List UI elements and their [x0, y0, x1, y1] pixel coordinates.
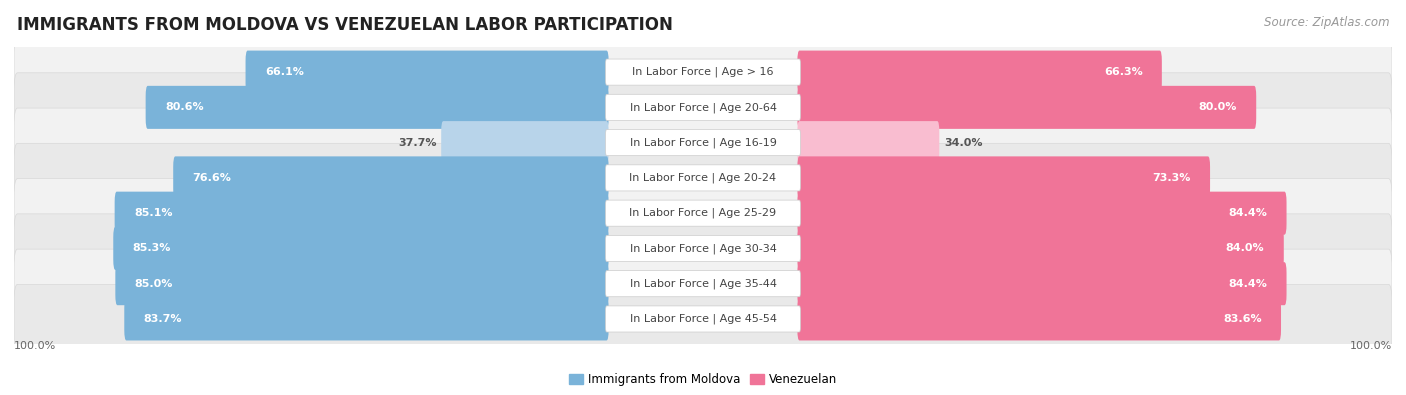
Text: 84.4%: 84.4% [1229, 279, 1267, 289]
Text: In Labor Force | Age 30-34: In Labor Force | Age 30-34 [630, 243, 776, 254]
FancyBboxPatch shape [14, 179, 1392, 248]
Text: In Labor Force | Age 25-29: In Labor Force | Age 25-29 [630, 208, 776, 218]
FancyBboxPatch shape [797, 192, 1286, 235]
FancyBboxPatch shape [14, 214, 1392, 283]
FancyBboxPatch shape [14, 249, 1392, 318]
FancyBboxPatch shape [246, 51, 609, 94]
Text: 84.0%: 84.0% [1226, 243, 1264, 254]
Text: 66.1%: 66.1% [264, 67, 304, 77]
Text: 83.6%: 83.6% [1223, 314, 1261, 324]
FancyBboxPatch shape [124, 297, 609, 340]
Text: 34.0%: 34.0% [945, 137, 983, 148]
Text: 37.7%: 37.7% [398, 137, 436, 148]
Text: In Labor Force | Age 45-54: In Labor Force | Age 45-54 [630, 314, 776, 324]
FancyBboxPatch shape [797, 121, 939, 164]
FancyBboxPatch shape [115, 192, 609, 235]
Text: 85.3%: 85.3% [132, 243, 172, 254]
FancyBboxPatch shape [14, 73, 1392, 142]
FancyBboxPatch shape [14, 284, 1392, 354]
FancyBboxPatch shape [114, 227, 609, 270]
Text: Source: ZipAtlas.com: Source: ZipAtlas.com [1264, 16, 1389, 29]
FancyBboxPatch shape [797, 262, 1286, 305]
Text: 100.0%: 100.0% [14, 341, 56, 351]
FancyBboxPatch shape [441, 121, 609, 164]
Text: 80.6%: 80.6% [165, 102, 204, 112]
Text: 80.0%: 80.0% [1198, 102, 1237, 112]
FancyBboxPatch shape [14, 143, 1392, 213]
FancyBboxPatch shape [606, 165, 800, 191]
FancyBboxPatch shape [606, 94, 800, 120]
Text: 73.3%: 73.3% [1153, 173, 1191, 183]
Text: 83.7%: 83.7% [143, 314, 183, 324]
FancyBboxPatch shape [115, 262, 609, 305]
FancyBboxPatch shape [797, 86, 1256, 129]
FancyBboxPatch shape [797, 297, 1281, 340]
FancyBboxPatch shape [606, 235, 800, 261]
Text: IMMIGRANTS FROM MOLDOVA VS VENEZUELAN LABOR PARTICIPATION: IMMIGRANTS FROM MOLDOVA VS VENEZUELAN LA… [17, 16, 672, 34]
FancyBboxPatch shape [173, 156, 609, 199]
Text: In Labor Force | Age 16-19: In Labor Force | Age 16-19 [630, 137, 776, 148]
FancyBboxPatch shape [14, 108, 1392, 177]
Text: In Labor Force | Age 20-24: In Labor Force | Age 20-24 [630, 173, 776, 183]
FancyBboxPatch shape [606, 59, 800, 85]
FancyBboxPatch shape [146, 86, 609, 129]
FancyBboxPatch shape [797, 227, 1284, 270]
Text: 85.1%: 85.1% [134, 208, 173, 218]
FancyBboxPatch shape [14, 38, 1392, 107]
Legend: Immigrants from Moldova, Venezuelan: Immigrants from Moldova, Venezuelan [564, 369, 842, 391]
Text: 84.4%: 84.4% [1229, 208, 1267, 218]
FancyBboxPatch shape [606, 306, 800, 332]
FancyBboxPatch shape [797, 51, 1161, 94]
Text: 66.3%: 66.3% [1104, 67, 1143, 77]
FancyBboxPatch shape [606, 200, 800, 226]
Text: 85.0%: 85.0% [135, 279, 173, 289]
FancyBboxPatch shape [606, 130, 800, 156]
Text: In Labor Force | Age > 16: In Labor Force | Age > 16 [633, 67, 773, 77]
Text: 100.0%: 100.0% [1350, 341, 1392, 351]
FancyBboxPatch shape [797, 156, 1211, 199]
Text: In Labor Force | Age 20-64: In Labor Force | Age 20-64 [630, 102, 776, 113]
FancyBboxPatch shape [606, 271, 800, 297]
Text: In Labor Force | Age 35-44: In Labor Force | Age 35-44 [630, 278, 776, 289]
Text: 76.6%: 76.6% [193, 173, 232, 183]
